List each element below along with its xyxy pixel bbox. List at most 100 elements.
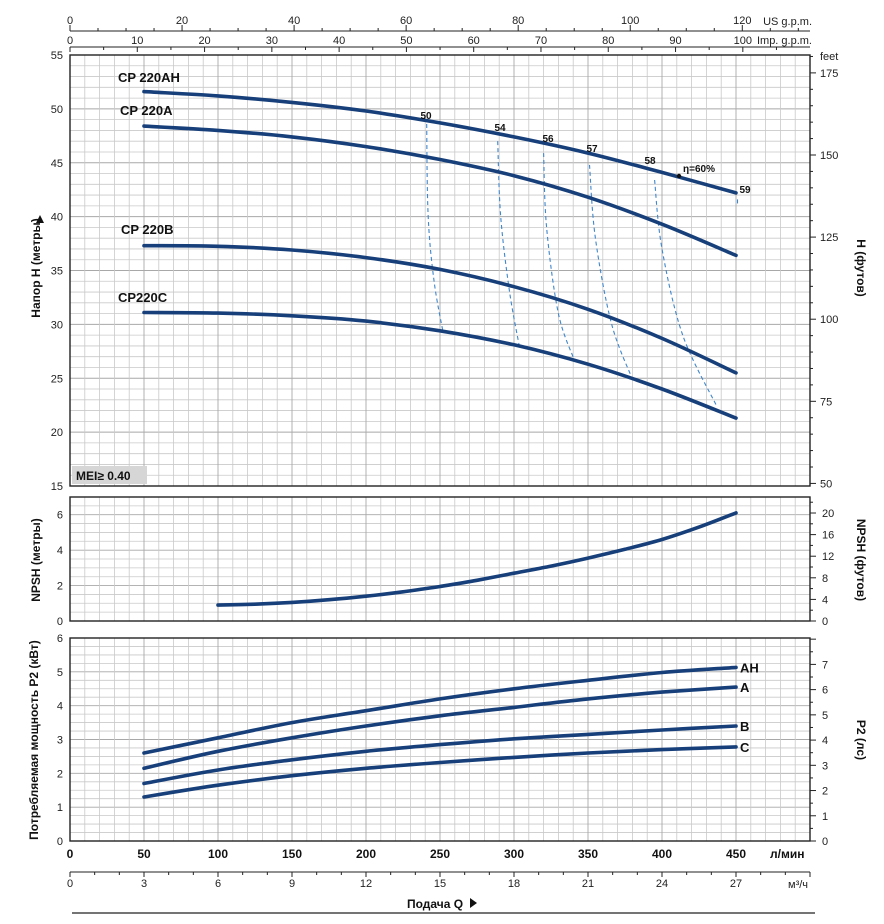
power-curve-label: AH	[740, 660, 759, 675]
head-y-title: Напор H (метры)	[29, 218, 43, 317]
triangle-right-icon	[470, 898, 477, 908]
power-hp-tick-label: 7	[822, 659, 828, 671]
head-y-tick-label: 45	[51, 158, 63, 170]
us-gpm-tick-label: 60	[400, 15, 412, 27]
head-y-tick-label: 35	[51, 266, 63, 278]
power-curve-C	[142, 745, 738, 799]
npsh-ft-tick-label: 0	[822, 616, 828, 628]
m3h-tick-label: 15	[434, 878, 446, 890]
efficiency-label: 56	[542, 134, 554, 145]
head-curve-1	[142, 89, 738, 195]
head-y-tick-label: 55	[51, 50, 63, 62]
efficiency-line-50	[426, 123, 444, 332]
power-hp-tick-label: 0	[822, 836, 828, 848]
lpm-tick-label: 200	[356, 847, 376, 861]
m3h-tick-label: 0	[67, 878, 73, 890]
power-curve-label: C	[740, 740, 750, 755]
head-y-tick-label: 25	[51, 373, 63, 385]
npsh-ft-tick-label: 20	[822, 508, 834, 520]
head-curve-2	[142, 124, 738, 258]
power-curve-B	[142, 724, 738, 786]
head-curve-label: CP 220B	[121, 222, 174, 237]
head-curve-3	[142, 243, 738, 375]
head-ft-tick-label: 100	[820, 314, 838, 326]
npsh-y-tick-label: 6	[57, 510, 63, 522]
us-gpm-tick-label: 0	[67, 15, 73, 27]
m3h-tick-label: 24	[656, 878, 668, 890]
m3h-tick-label: 6	[215, 878, 221, 890]
us-gpm-tick-label: 120	[733, 15, 751, 27]
head-curve-label: CP 220A	[120, 103, 173, 118]
flow-title: Подача Q	[407, 897, 463, 911]
imp-gpm-label: Imp. g.p.m.	[757, 35, 812, 47]
imp-gpm-tick-label: 20	[198, 35, 210, 47]
power-y-tick-label: 6	[57, 633, 63, 645]
imp-gpm-tick-label: 0	[67, 35, 73, 47]
lpm-tick-label: 400	[652, 847, 672, 861]
us-gpm-label: US g.p.m.	[763, 16, 812, 28]
npsh-y-tick-label: 2	[57, 581, 63, 593]
imp-gpm-tick-label: 70	[535, 35, 547, 47]
power-frame	[69, 637, 811, 842]
head-curve-label: CP 220AH	[118, 70, 180, 85]
head-ft-tick-label: 150	[820, 150, 838, 162]
npsh-ft-tick-label: 4	[822, 594, 828, 606]
imp-gpm-tick-label: 90	[669, 35, 681, 47]
power-curve-A	[142, 685, 738, 771]
imp-gpm-tick-label: 50	[400, 35, 412, 47]
power-hp-tick-label: 6	[822, 685, 828, 697]
head-y-tick-label: 15	[51, 481, 63, 493]
lpm-unit: л/мин	[770, 847, 804, 861]
power-y-tick-label: 5	[57, 667, 63, 679]
power-hp-tick-label: 3	[822, 760, 828, 772]
npsh-frame	[69, 496, 811, 622]
power-hp-tick-label: 5	[822, 710, 828, 722]
head-y-tick-label: 40	[51, 212, 63, 224]
m3h-tick-label: 9	[289, 878, 295, 890]
efficiency-marker	[676, 173, 682, 179]
lpm-tick-label: 0	[67, 847, 74, 861]
m3h-tick-label: 18	[508, 878, 520, 890]
power-y-tick-label: 1	[57, 802, 63, 814]
mei-badge-bg	[72, 466, 147, 484]
us-gpm-tick-label: 40	[288, 15, 300, 27]
head-ft-tick-label: 125	[820, 232, 838, 244]
head-y-tick-label: 30	[51, 319, 63, 331]
mei-badge: MEI≥ 0.40	[76, 469, 131, 483]
head-ft-tick-label: 50	[820, 478, 832, 490]
efficiency-label: 59	[739, 185, 751, 196]
npsh-grid	[69, 496, 811, 622]
lpm-tick-label: 100	[208, 847, 228, 861]
head-ft-title: H (футов)	[854, 239, 868, 297]
us-gpm-tick-label: 20	[176, 15, 188, 27]
power-grid	[69, 637, 811, 842]
m3h-tick-label: 12	[360, 878, 372, 890]
us-gpm-tick-label: 100	[621, 15, 639, 27]
power-hp-tick-label: 2	[822, 786, 828, 798]
lpm-tick-label: 250	[430, 847, 450, 861]
imp-gpm-tick-label: 100	[734, 35, 752, 47]
lpm-tick-label: 350	[578, 847, 598, 861]
efficiency-label: 54	[494, 123, 506, 134]
power-y-tick-label: 0	[57, 836, 63, 848]
head-ft-tick-label: 175	[820, 68, 838, 80]
head-frame	[69, 54, 811, 487]
npsh-ft-tick-label: 16	[822, 530, 834, 542]
power-y-tick-label: 4	[57, 701, 63, 713]
imp-gpm-tick-label: 60	[468, 35, 480, 47]
lpm-tick-label: 300	[504, 847, 524, 861]
power-curve-AH	[142, 665, 738, 755]
m3h-tick-label: 21	[582, 878, 594, 890]
power-y-tick-label: 2	[57, 768, 63, 780]
us-gpm-tick-label: 80	[512, 15, 524, 27]
head-y-tick-label: 50	[51, 104, 63, 116]
efficiency-note: η=60%	[683, 164, 715, 175]
npsh-ft-tick-label: 8	[822, 573, 828, 585]
power-y-title: Потребляемая мощность P2 (кВт)	[27, 640, 41, 840]
lpm-tick-label: 150	[282, 847, 302, 861]
efficiency-label: 57	[586, 144, 598, 155]
npsh-y-tick-label: 0	[57, 616, 63, 628]
lpm-tick-label: 50	[137, 847, 151, 861]
efficiency-label: 58	[644, 156, 656, 167]
